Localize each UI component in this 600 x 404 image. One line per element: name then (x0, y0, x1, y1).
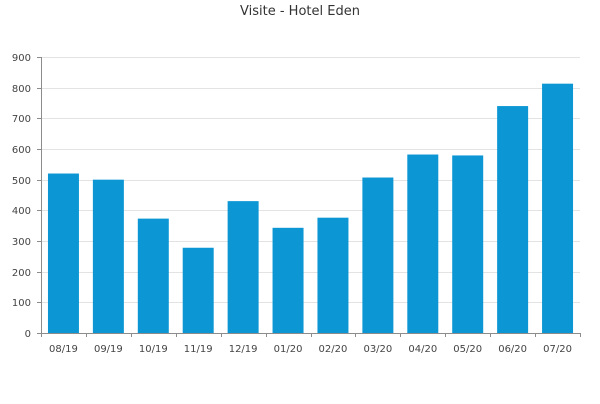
bar (227, 201, 259, 333)
x-tick-label: 07/20 (543, 344, 572, 355)
x-tick-label: 03/20 (363, 344, 392, 355)
y-tick-label: 700 (12, 114, 31, 125)
bar (497, 106, 529, 333)
x-tick-label: 09/19 (94, 344, 123, 355)
axes (37, 57, 581, 337)
x-tick-label: 04/20 (408, 344, 437, 355)
y-tick-label: 300 (12, 237, 31, 248)
bar (182, 247, 214, 333)
bar (137, 218, 169, 333)
bar (452, 155, 484, 333)
bars (47, 83, 574, 334)
y-tick-label: 400 (12, 206, 31, 217)
x-tick-label: 12/19 (229, 344, 258, 355)
x-tick-label: 01/20 (274, 344, 303, 355)
bar (92, 179, 124, 333)
x-tick-label: 02/20 (319, 344, 348, 355)
x-tick-label: 10/19 (139, 344, 168, 355)
bar (542, 83, 574, 334)
x-tick-label: 11/19 (184, 344, 213, 355)
bar (362, 177, 394, 333)
x-tick-label: 08/19 (49, 344, 78, 355)
bar (272, 227, 304, 333)
x-tick-label: 06/20 (498, 344, 527, 355)
x-tick-label: 05/20 (453, 344, 482, 355)
y-tick-label: 900 (12, 53, 31, 64)
bar (317, 217, 349, 333)
y-tick-label: 800 (12, 84, 31, 95)
y-tick-label: 0 (25, 329, 31, 340)
chart-title: Visite - Hotel Eden (240, 4, 360, 19)
tick-labels: 0 100 200 300 400 500 600 700 800 900 08/19 09/19 10… (12, 53, 572, 355)
y-tick-label: 500 (12, 176, 31, 187)
bar (47, 173, 79, 333)
y-tick-label: 200 (12, 268, 31, 279)
bar (407, 154, 439, 333)
y-tick-label: 600 (12, 145, 31, 156)
grid-lines (41, 57, 580, 303)
y-tick-label: 100 (12, 298, 31, 309)
